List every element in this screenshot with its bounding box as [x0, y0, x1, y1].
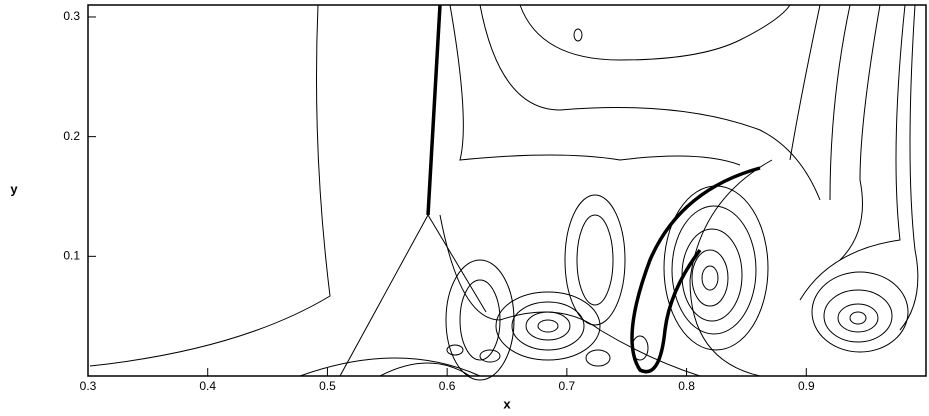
y-axis-label: y — [10, 181, 18, 196]
x-tick-label: 0.6 — [439, 379, 456, 393]
reflected-shock — [339, 214, 487, 377]
contour-lines — [89, 4, 919, 381]
x-axis-label: x — [503, 396, 511, 411]
wall-contours — [299, 335, 649, 377]
y-tick-label: 0.2 — [63, 129, 80, 143]
incident-shock — [426, 4, 442, 216]
x-tick-label: 0.7 — [559, 379, 576, 393]
contour — [89, 4, 331, 367]
x-tick-label: 0.8 — [678, 379, 695, 393]
y-tick-label: 0.1 — [63, 248, 80, 262]
contour — [573, 28, 583, 42]
x-tick-label: 0.5 — [319, 379, 336, 393]
plot-frame — [87, 4, 927, 377]
vortex-left — [445, 194, 626, 381]
vortex-center — [630, 159, 773, 377]
y-tick-label: 0.3 — [63, 9, 80, 23]
x-tick-label: 0.3 — [80, 379, 97, 393]
vortex-right — [789, 4, 919, 353]
x-tick-label: 0.4 — [199, 379, 216, 393]
contour — [479, 4, 821, 201]
x-tick-label: 0.9 — [798, 379, 815, 393]
contour — [449, 4, 741, 166]
contour — [519, 4, 791, 61]
